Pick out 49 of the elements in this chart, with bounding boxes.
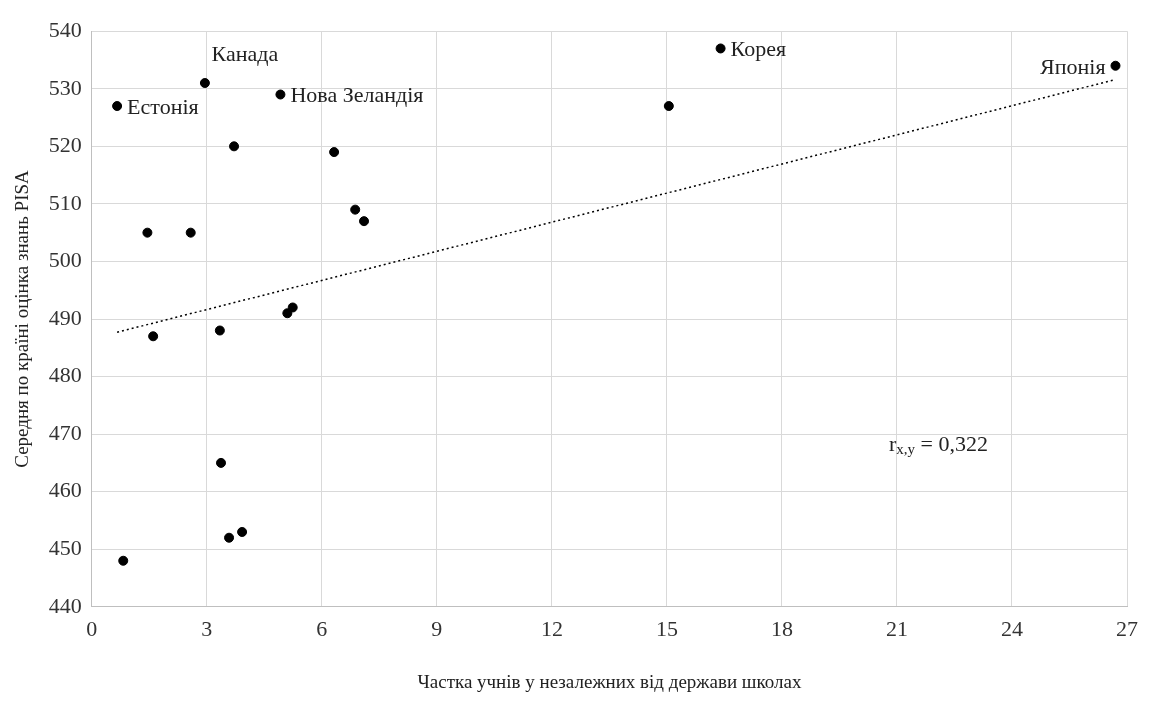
point — [216, 457, 227, 468]
y-tick-label: 490 — [48, 304, 82, 330]
y-tick-label: 440 — [48, 592, 82, 618]
point — [287, 302, 298, 313]
y-tick-label: 530 — [48, 74, 82, 100]
x-tick-label: 6 — [316, 615, 328, 641]
annotation: Нова Зеландія — [290, 82, 424, 108]
point — [282, 308, 293, 319]
x-tick-label: 21 — [885, 615, 908, 641]
point — [185, 227, 196, 238]
y-tick-label: 540 — [48, 16, 82, 42]
y-tick-label: 500 — [48, 247, 82, 273]
y-tick-label: 450 — [48, 535, 82, 561]
y-tick-label: 480 — [48, 362, 82, 388]
point — [1110, 60, 1121, 71]
x-tick-label: 18 — [770, 615, 793, 641]
x-axis-title: Частка учнів у незалежних від держави школах — [417, 670, 802, 692]
point — [148, 331, 159, 342]
y-tick-label: 460 — [48, 477, 82, 503]
point — [214, 325, 225, 336]
x-tick-label: 24 — [1000, 615, 1023, 641]
annotation: rx,y = 0,322 — [888, 431, 988, 457]
annotation: Корея — [730, 36, 787, 62]
point — [224, 532, 235, 543]
point — [199, 78, 210, 88]
point — [229, 141, 240, 152]
x-tick-label: 3 — [201, 615, 213, 641]
y-axis-title: Середня по країні оцінка знань PISA — [11, 169, 33, 468]
point — [350, 204, 361, 215]
annotation: Японія — [1040, 53, 1106, 79]
point — [112, 101, 123, 112]
x-tick-label: 27 — [1116, 615, 1138, 641]
annotation: Канада — [211, 40, 279, 66]
point — [118, 555, 129, 566]
y-tick-label: 470 — [48, 419, 82, 445]
point — [329, 147, 340, 158]
point — [237, 526, 248, 537]
y-tick-label: 510 — [48, 189, 82, 215]
point — [715, 43, 726, 54]
x-tick-label: 0 — [86, 615, 98, 641]
x-tick-label: 9 — [431, 615, 443, 641]
point — [359, 216, 370, 227]
point — [663, 101, 674, 112]
point — [275, 89, 286, 100]
x-tick-label: 15 — [655, 615, 678, 641]
annotation: Естонія — [127, 93, 199, 119]
point — [142, 227, 153, 238]
y-tick-label: 520 — [48, 132, 82, 158]
x-tick-label: 12 — [540, 615, 563, 641]
